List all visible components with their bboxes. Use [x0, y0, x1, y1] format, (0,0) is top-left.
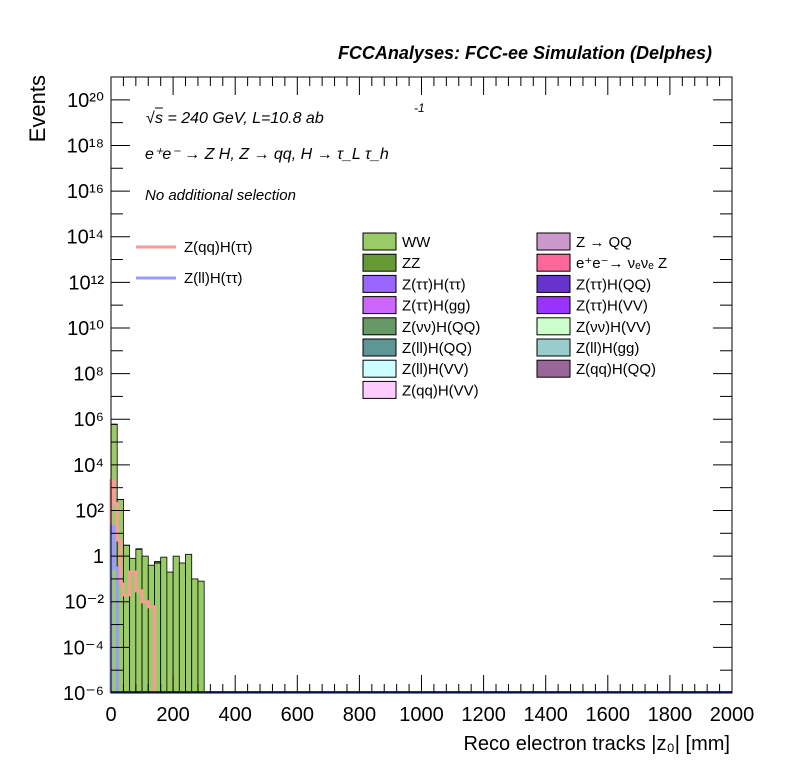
annotation-block: √ s = 240 GeV, L=10.8 ab -1 e⁺e⁻ → Z H, …	[145, 101, 425, 204]
legend-label-col2: Z(νν)H(VV)	[576, 319, 651, 336]
x-tick-label: 1600	[586, 704, 631, 726]
legend-label-col1: Z(ττ)H(ττ)	[402, 276, 466, 293]
bkg-bar-0-14	[197, 580, 205, 694]
x-tick-label: 800	[343, 704, 376, 726]
y-tick-label: 10²⁰	[67, 90, 104, 112]
y-tick-label: 10⁸	[73, 364, 104, 386]
legend-swatch-col1	[362, 380, 397, 399]
legend-label-col2: Z(ττ)H(QQ)	[576, 276, 651, 293]
y-tick-label: 10⁴	[73, 455, 104, 477]
legend-label-col1: ZZ	[402, 255, 420, 272]
legend-label-col2: Z(qq)H(QQ)	[576, 361, 656, 378]
x-tick-label: 1200	[461, 704, 506, 726]
bkg-bar-0-10	[172, 555, 180, 694]
legend-swatch-col1	[362, 232, 397, 251]
legend-signal-label: Z(qq)H(ττ)	[184, 239, 253, 256]
y-tick-label: 10⁶	[74, 409, 104, 431]
legend-label-col1: Z(qq)H(VV)	[402, 382, 479, 399]
y-tick-label: 10¹⁰	[67, 318, 104, 340]
legend-swatch-col2	[536, 338, 571, 357]
x-axis-label: Reco electron tracks |z₀| [mm]	[463, 733, 730, 755]
x-tick-label: 0	[105, 704, 116, 726]
legend-swatch-col2	[536, 232, 571, 251]
bkg-bar-0-8	[160, 556, 168, 694]
bkg-bar-0-5	[141, 555, 149, 694]
legend-label-col1: Z(νν)H(QQ)	[402, 319, 480, 336]
legend-swatch-col1	[362, 338, 397, 357]
legend-label-col1: Z(ll)H(QQ)	[402, 340, 472, 357]
legend-label-col2: Z(ll)H(gg)	[576, 340, 639, 357]
y-tick-label: 10⁻²	[65, 592, 105, 614]
y-tick-label: 10¹⁴	[67, 227, 105, 249]
x-tick-label: 400	[219, 704, 252, 726]
x-tick-label: 600	[281, 704, 314, 726]
x-tick-label: 1800	[648, 704, 693, 726]
signal-line-0	[109, 479, 156, 693]
legend-swatch-col2	[536, 317, 571, 336]
bkg-bar-0-2	[123, 544, 131, 694]
y-tick-label: 10⁻⁶	[63, 683, 104, 705]
y-tick-label: 10²	[75, 500, 104, 522]
legend-label-col1: Z(ττ)H(gg)	[402, 298, 471, 315]
y-tick-label: 10¹⁸	[67, 135, 104, 157]
plot-area: 0 200 400 600 800 1000 1200 1400 1600 1800 2000 10⁻…	[63, 76, 755, 726]
legend-swatch-col1	[362, 317, 397, 336]
bkg-bar-0-12	[185, 553, 193, 694]
legend-swatch-col2	[536, 296, 571, 315]
legend-label-col2: e⁺e⁻→ νₑνₑ Z	[576, 255, 667, 272]
legend-swatch-col1	[362, 296, 397, 315]
x-tick-label: 1400	[523, 704, 568, 726]
bkg-bar-0-11	[178, 562, 186, 694]
x-tick-label: 200	[156, 704, 189, 726]
y-tick-label: 10¹²	[68, 272, 104, 294]
y-tick-label: 10¹⁶	[67, 181, 104, 203]
bkg-bar-0-13	[191, 578, 199, 694]
legend-swatch-col2	[536, 359, 571, 378]
bkg-bar-1-4	[154, 561, 162, 564]
chart-title: FCCAnalyses: FCC-ee Simulation (Delphes)	[338, 43, 712, 63]
y-tick-label: 1	[93, 546, 104, 568]
legend-label-col1: Z(ll)H(VV)	[402, 361, 469, 378]
legend: Z(qq)H(ττ) Z(ll)H(ττ) WW ZZ Z(ττ)H(ττ) Z(ττ)H…	[136, 232, 667, 399]
sqrt-s-label: s = 240 GeV, L=10.8 ab	[155, 110, 324, 127]
legend-label-col1: WW	[402, 234, 431, 251]
process-label: e⁺e⁻ → Z H, Z → qq, H → τ_L τ_h	[145, 146, 389, 163]
legend-label-col2: Z → QQ	[576, 234, 632, 251]
legend-swatch-col2	[536, 274, 571, 293]
y-tick-label: 10⁻⁴	[63, 637, 104, 659]
sqrt-symbol: √	[146, 110, 155, 127]
legend-signal-label: Z(ll)H(ττ)	[184, 270, 243, 287]
legend-swatch-col1	[362, 274, 397, 293]
legend-swatch-col2	[536, 253, 571, 272]
legend-swatch-col1	[362, 359, 397, 378]
y-axis-label: Events	[25, 75, 50, 142]
x-tick-label: 1000	[399, 704, 444, 726]
legend-label-col2: Z(ττ)H(VV)	[576, 298, 648, 315]
selection-label: No additional selection	[145, 187, 296, 204]
lumi-exponent: -1	[414, 101, 425, 115]
bkg-bar-0-9	[166, 571, 174, 694]
x-tick-label: 2000	[710, 704, 755, 726]
legend-swatch-col1	[362, 253, 397, 272]
